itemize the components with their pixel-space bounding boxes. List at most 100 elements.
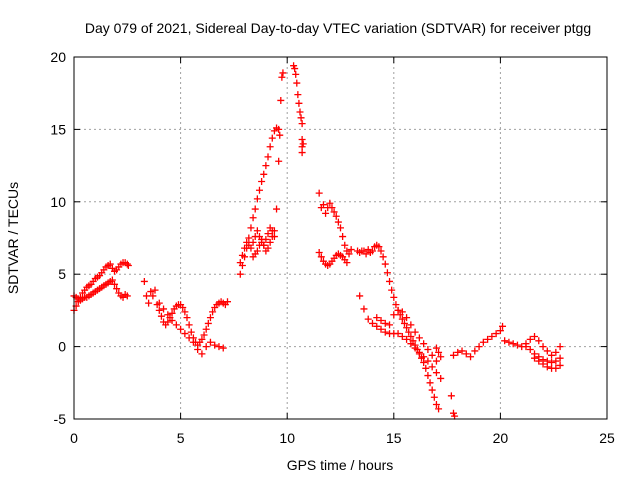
- data-point: [251, 205, 259, 213]
- data-point: [548, 351, 556, 359]
- data-point: [198, 350, 206, 358]
- data-point: [435, 405, 443, 413]
- data-point: [315, 248, 323, 256]
- data-point: [458, 347, 466, 355]
- x-tick-label: 25: [599, 430, 615, 446]
- data-point: [479, 338, 487, 346]
- data-point: [543, 347, 551, 355]
- data-point: [403, 314, 411, 322]
- data-point: [142, 292, 150, 300]
- data-point: [215, 343, 223, 351]
- data-point: [330, 208, 338, 216]
- data-point: [293, 79, 301, 87]
- data-point: [415, 334, 423, 342]
- data-point: [432, 401, 440, 409]
- data-point: [277, 96, 285, 104]
- data-point: [181, 330, 189, 338]
- data-point: [198, 335, 206, 343]
- data-point: [407, 340, 415, 348]
- data-point: [379, 253, 387, 261]
- data-point: [375, 243, 383, 251]
- data-point: [149, 292, 157, 300]
- data-point: [535, 337, 543, 345]
- data-point: [454, 348, 462, 356]
- data-point: [552, 364, 560, 372]
- data-point: [236, 259, 244, 267]
- data-point: [145, 299, 153, 307]
- data-point: [531, 354, 539, 362]
- data-point: [398, 308, 406, 316]
- data-point: [428, 363, 436, 371]
- data-point: [424, 357, 432, 365]
- data-point: [151, 286, 159, 294]
- data-point: [328, 204, 336, 212]
- data-series: [70, 62, 564, 420]
- data-point: [298, 149, 306, 157]
- data-point: [106, 260, 114, 268]
- data-point: [189, 338, 197, 346]
- data-point: [332, 212, 340, 220]
- data-point: [299, 140, 307, 148]
- data-point: [492, 330, 500, 338]
- data-point: [298, 120, 306, 128]
- data-point: [276, 131, 284, 139]
- data-point: [339, 233, 347, 241]
- data-point: [368, 319, 376, 327]
- data-point: [236, 270, 244, 278]
- y-tick-label: 5: [58, 266, 66, 282]
- data-point: [224, 298, 232, 306]
- data-point: [241, 244, 249, 252]
- data-point: [124, 262, 132, 270]
- data-point: [373, 322, 381, 330]
- data-point: [356, 292, 364, 300]
- data-point: [211, 341, 219, 349]
- data-point: [206, 338, 214, 346]
- data-point: [383, 269, 391, 277]
- data-point: [471, 347, 479, 355]
- data-point: [113, 285, 121, 293]
- data-point: [522, 343, 530, 351]
- data-point: [253, 227, 261, 235]
- data-point: [496, 327, 504, 335]
- data-point: [415, 348, 423, 356]
- data-point: [268, 233, 276, 241]
- y-tick-label: 15: [50, 121, 66, 137]
- data-point: [394, 330, 402, 338]
- data-point: [422, 364, 430, 372]
- data-point: [164, 311, 172, 319]
- data-point: [247, 244, 255, 252]
- data-point: [424, 345, 432, 353]
- data-point: [405, 328, 413, 336]
- data-point: [388, 286, 396, 294]
- data-point: [437, 374, 445, 382]
- data-point: [526, 345, 534, 353]
- data-point: [411, 344, 419, 352]
- data-point: [315, 189, 323, 197]
- data-point: [337, 224, 344, 232]
- y-tick-label: 0: [58, 339, 66, 355]
- y-axis-label: SDTVAR / TECUs: [5, 182, 21, 294]
- data-point: [247, 224, 255, 232]
- data-point: [428, 351, 436, 359]
- data-point: [245, 234, 253, 242]
- data-point: [403, 335, 411, 343]
- data-point: [278, 73, 286, 81]
- data-point: [392, 301, 400, 309]
- x-tick-label: 0: [70, 430, 78, 446]
- data-point: [403, 324, 411, 332]
- data-point: [168, 317, 176, 325]
- data-point: [345, 250, 353, 258]
- data-point: [386, 321, 394, 329]
- y-tick-label: 20: [50, 49, 66, 65]
- data-point: [160, 305, 168, 313]
- data-point: [449, 351, 457, 359]
- data-point: [264, 244, 272, 252]
- data-point: [386, 277, 394, 285]
- data-point: [535, 357, 543, 365]
- data-point: [390, 293, 398, 301]
- data-point: [499, 322, 507, 330]
- data-point: [381, 260, 389, 268]
- data-point: [200, 331, 208, 339]
- data-point: [341, 241, 349, 249]
